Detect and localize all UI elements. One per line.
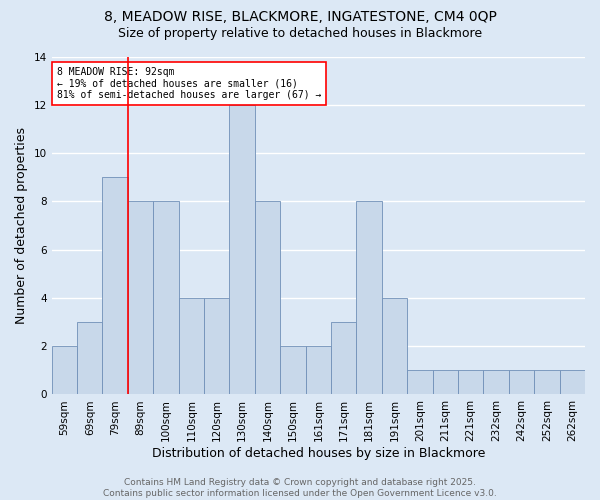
Bar [331, 322, 356, 394]
Text: Size of property relative to detached houses in Blackmore: Size of property relative to detached ho… [118, 28, 482, 40]
Bar [484, 370, 509, 394]
Bar [458, 370, 484, 394]
X-axis label: Distribution of detached houses by size in Blackmore: Distribution of detached houses by size … [152, 447, 485, 460]
Bar [534, 370, 560, 394]
Bar [77, 322, 103, 394]
Bar [382, 298, 407, 394]
Bar [560, 370, 585, 394]
Bar [52, 346, 77, 395]
Bar [433, 370, 458, 394]
Bar [280, 346, 305, 395]
Y-axis label: Number of detached properties: Number of detached properties [15, 127, 28, 324]
Bar [509, 370, 534, 394]
Bar [407, 370, 433, 394]
Bar [128, 202, 153, 394]
Bar [103, 177, 128, 394]
Bar [255, 202, 280, 394]
Text: 8, MEADOW RISE, BLACKMORE, INGATESTONE, CM4 0QP: 8, MEADOW RISE, BLACKMORE, INGATESTONE, … [104, 10, 496, 24]
Text: 8 MEADOW RISE: 92sqm
← 19% of detached houses are smaller (16)
81% of semi-detac: 8 MEADOW RISE: 92sqm ← 19% of detached h… [57, 66, 322, 100]
Bar [204, 298, 229, 394]
Bar [356, 202, 382, 394]
Bar [153, 202, 179, 394]
Bar [179, 298, 204, 394]
Bar [305, 346, 331, 395]
Text: Contains HM Land Registry data © Crown copyright and database right 2025.
Contai: Contains HM Land Registry data © Crown c… [103, 478, 497, 498]
Bar [229, 105, 255, 395]
